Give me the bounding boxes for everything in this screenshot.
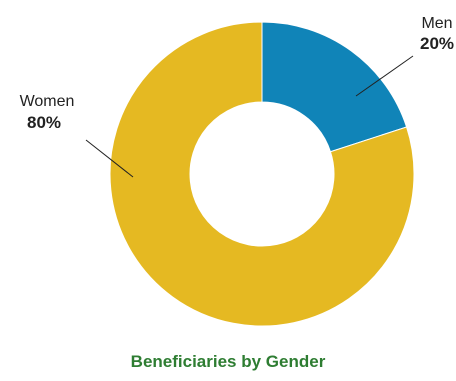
label-men-name: Men [421, 15, 452, 32]
label-women-name: Women [20, 93, 75, 110]
leader-line-women [85, 139, 134, 178]
chart-title: Beneficiaries by Gender [130, 352, 326, 371]
label-men-percent: 20% [420, 34, 454, 53]
slice-women [109, 21, 415, 327]
leader-line-men [355, 55, 414, 97]
donut-chart: Men 20% Women 80% [20, 15, 454, 327]
label-women-percent: 80% [27, 113, 61, 132]
slice-men [261, 21, 408, 153]
